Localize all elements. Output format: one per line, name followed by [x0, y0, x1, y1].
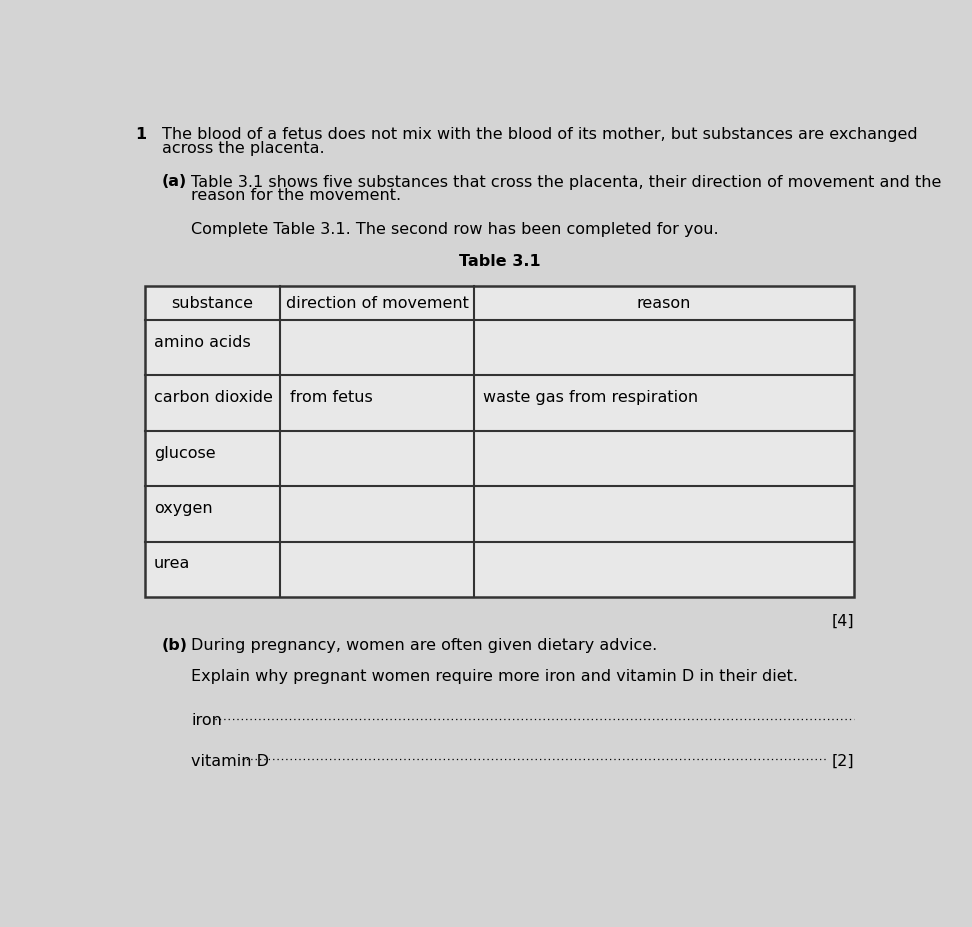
Text: reason: reason — [637, 296, 691, 311]
Text: iron: iron — [191, 713, 223, 728]
Text: Table 3.1: Table 3.1 — [459, 254, 540, 269]
Text: (a): (a) — [161, 174, 187, 189]
Text: direction of movement: direction of movement — [286, 296, 469, 311]
Bar — [145, 487, 853, 542]
Text: carbon dioxide: carbon dioxide — [154, 389, 273, 405]
Text: The blood of a fetus does not mix with the blood of its mother, but substances a: The blood of a fetus does not mix with t… — [161, 127, 918, 142]
Bar — [145, 286, 853, 321]
Bar — [145, 542, 853, 597]
Bar — [145, 286, 853, 597]
Bar — [145, 321, 853, 375]
Text: During pregnancy, women are often given dietary advice.: During pregnancy, women are often given … — [191, 638, 657, 653]
Text: amino acids: amino acids — [154, 335, 251, 349]
Bar — [145, 375, 853, 431]
Bar — [145, 431, 853, 487]
Text: Table 3.1 shows five substances that cross the placenta, their direction of move: Table 3.1 shows five substances that cro… — [191, 174, 942, 189]
Text: vitamin D: vitamin D — [191, 753, 269, 768]
Text: across the placenta.: across the placenta. — [161, 141, 325, 156]
Text: [2]: [2] — [831, 753, 853, 768]
Text: [4]: [4] — [831, 613, 853, 628]
Text: from fetus: from fetus — [290, 389, 372, 405]
Text: urea: urea — [154, 556, 191, 571]
Text: glucose: glucose — [154, 445, 216, 460]
Text: 1: 1 — [135, 127, 147, 142]
Text: (b): (b) — [161, 638, 188, 653]
Text: oxygen: oxygen — [154, 501, 213, 515]
Text: substance: substance — [172, 296, 254, 311]
Text: waste gas from respiration: waste gas from respiration — [483, 389, 699, 405]
Text: Complete Table 3.1. The second row has been completed for you.: Complete Table 3.1. The second row has b… — [191, 222, 719, 237]
Text: Explain why pregnant women require more iron and vitamin D in their diet.: Explain why pregnant women require more … — [191, 668, 798, 683]
Text: reason for the movement.: reason for the movement. — [191, 188, 401, 203]
